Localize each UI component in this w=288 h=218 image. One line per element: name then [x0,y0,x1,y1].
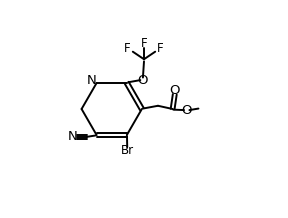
Text: F: F [141,37,147,49]
Text: O: O [138,74,148,87]
Text: F: F [124,42,131,55]
Text: N: N [68,130,78,143]
Text: N: N [87,74,97,87]
Text: O: O [170,84,180,97]
Text: Br: Br [121,144,134,157]
Text: F: F [157,42,164,55]
Text: O: O [181,104,192,117]
